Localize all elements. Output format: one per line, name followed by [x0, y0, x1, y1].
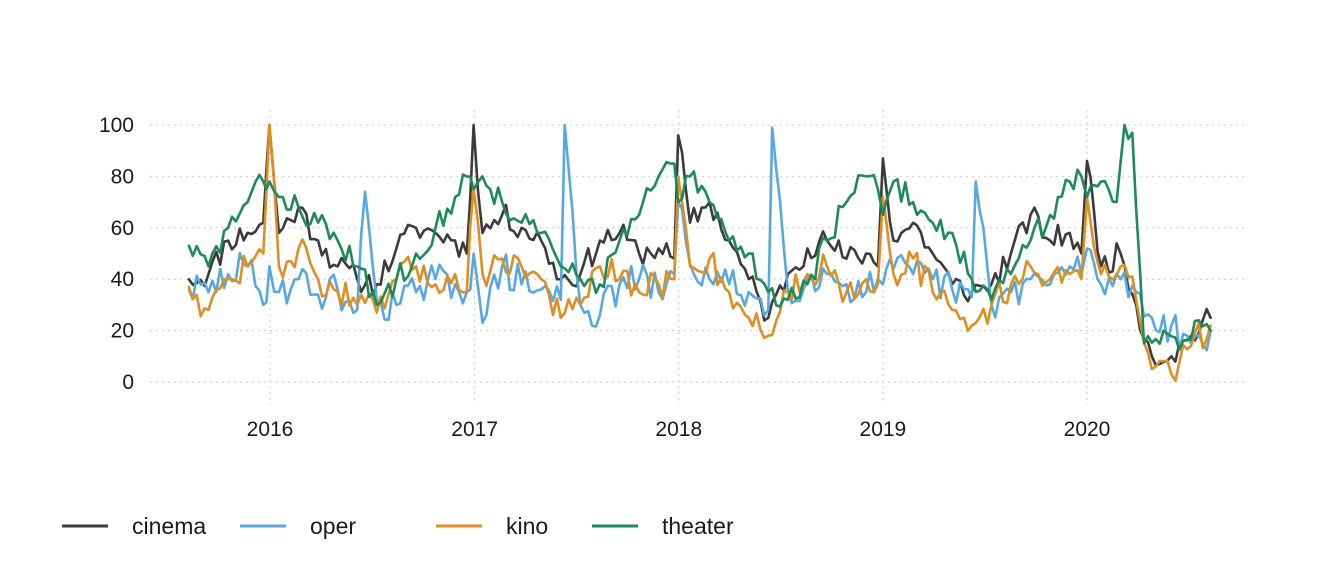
legend-item-cinema: cinema [62, 513, 206, 539]
y-tick-label: 80 [111, 165, 134, 188]
legend-item-theater: theater [592, 513, 734, 539]
legend-item-oper: oper [240, 513, 356, 539]
series-line-oper [187, 123, 1212, 352]
y-tick-label: 60 [111, 217, 134, 240]
y-tick-label: 20 [111, 320, 134, 343]
y-tick-label: 0 [122, 371, 134, 394]
y-axis: 0 20 40 60 80 100 [99, 114, 134, 394]
x-axis: 2016 2017 2018 2019 2020 [247, 418, 1111, 441]
x-tick-label: 2018 [655, 418, 702, 441]
series-line-kino [187, 123, 1212, 383]
legend-label: kino [506, 513, 548, 539]
legend: cinema oper kino theater [62, 513, 734, 539]
grid [150, 110, 1244, 405]
legend-item-kino: kino [436, 513, 548, 539]
legend-label: oper [310, 513, 356, 539]
x-tick-label: 2019 [860, 418, 907, 441]
x-tick-label: 2017 [451, 418, 498, 441]
x-tick-label: 2020 [1064, 418, 1111, 441]
plot-area [187, 123, 1212, 383]
series-line-cinema [187, 123, 1212, 367]
x-tick-label: 2016 [247, 418, 294, 441]
y-tick-label: 40 [111, 268, 134, 291]
series-line-theater [187, 123, 1212, 351]
legend-label: cinema [132, 513, 206, 539]
legend-label: theater [662, 513, 734, 539]
y-tick-label: 100 [99, 114, 134, 137]
